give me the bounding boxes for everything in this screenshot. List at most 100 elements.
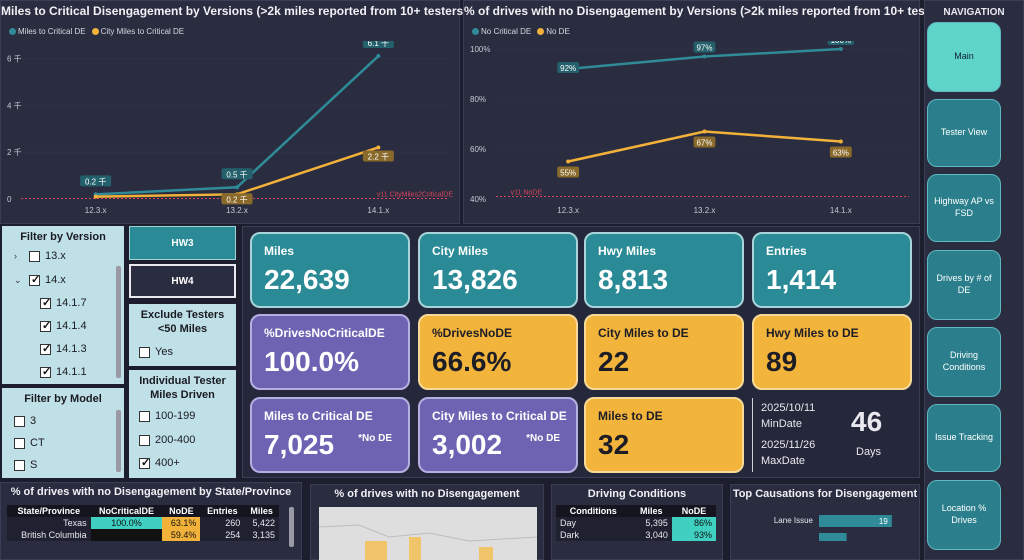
- column-header[interactable]: Miles: [639, 506, 663, 516]
- legend-item[interactable]: No DE: [537, 27, 570, 36]
- checkbox[interactable]: [29, 250, 40, 262]
- max-date-label: MaxDate: [761, 455, 806, 467]
- nav-main[interactable]: Main: [927, 22, 1001, 92]
- bar-label: Lane Issue: [774, 516, 814, 525]
- checkbox[interactable]: [40, 365, 51, 378]
- max-date: 2025/11/26: [761, 439, 816, 451]
- tester-option-200-400[interactable]: 200-400: [139, 434, 195, 446]
- column-header[interactable]: State/Province: [17, 506, 81, 516]
- version-option-1411[interactable]: 14.1.1: [40, 365, 87, 378]
- legend-item[interactable]: Miles to Critical DE: [9, 27, 86, 36]
- exclude-testers-filter: Exclude Testers <50 Miles Yes: [129, 304, 236, 366]
- filter-by-model: Filter by Model 3 CT S: [2, 388, 124, 478]
- checkbox[interactable]: [29, 273, 40, 286]
- checkbox[interactable]: [139, 456, 150, 469]
- driving-conditions-panel: Driving Conditions Conditions Miles NoDE…: [551, 484, 723, 560]
- kpi-city-miles: City Miles 13,826: [418, 232, 578, 308]
- kpi-miles-to-de: Miles to DE 32: [584, 397, 744, 473]
- data-label-bg: [362, 41, 394, 49]
- table-row[interactable]: Dark 3,040 93%: [556, 529, 716, 541]
- checkbox[interactable]: [14, 459, 25, 471]
- data-label: 0.2 千: [85, 176, 106, 186]
- column-header[interactable]: Entries: [207, 506, 238, 516]
- data-label: 0.5 千: [226, 169, 247, 179]
- x-tick-label: 13.2.x: [226, 206, 248, 215]
- table-row[interactable]: Texas 100.0% 63.1% 260 5,422: [7, 517, 279, 529]
- map-shapes: [319, 524, 537, 560]
- version-option-1417[interactable]: 14.1.7: [40, 296, 87, 309]
- min-date: 2025/10/11: [761, 402, 816, 414]
- column-header[interactable]: NoCriticalDE: [98, 506, 154, 516]
- checkbox[interactable]: [139, 346, 150, 358]
- version-option-1413[interactable]: 14.1.3: [40, 342, 87, 355]
- kpi-miles: Miles 22,639: [250, 232, 410, 308]
- model-option-s[interactable]: S: [14, 459, 37, 471]
- chevron-right-icon[interactable]: ›: [14, 251, 17, 261]
- nav-driving-conditions[interactable]: Driving Conditions: [927, 327, 1001, 397]
- days-value: 46: [851, 406, 883, 437]
- nav-location-drives[interactable]: Location % Drives: [927, 480, 1001, 550]
- nav-drives-by-de[interactable]: Drives by # of DE: [927, 250, 1001, 320]
- chevron-down-icon[interactable]: ⌄: [14, 274, 22, 285]
- kpi-pct-no-critical: %DrivesNoCriticalDE 100.0%: [250, 314, 410, 390]
- version-option-14x[interactable]: ⌄14.x: [14, 273, 66, 287]
- model-option-3[interactable]: 3: [14, 415, 36, 427]
- kpi-miles-critical: Miles to Critical DE *No DE 7,025: [250, 397, 410, 473]
- state-table-panel: % of drives with no Disengagement by Sta…: [0, 482, 302, 560]
- data-point: [702, 129, 707, 134]
- checkbox[interactable]: [40, 342, 51, 355]
- column-header[interactable]: Miles: [250, 506, 273, 516]
- kpi-hwy-to-de: Hwy Miles to DE 89: [752, 314, 912, 390]
- checkbox[interactable]: [14, 415, 25, 427]
- exclude-option-yes[interactable]: Yes: [139, 346, 173, 358]
- data-label: 6.1 千: [368, 41, 389, 48]
- legend-item[interactable]: No Critical DE: [472, 27, 531, 36]
- map[interactable]: [319, 507, 537, 560]
- data-label: 92%: [560, 64, 576, 73]
- column-header[interactable]: NoDE: [169, 506, 194, 516]
- data-label-bg: [693, 41, 716, 53]
- bar-value: 19: [879, 517, 888, 526]
- hw3-button[interactable]: HW3: [129, 226, 236, 260]
- hw4-button[interactable]: HW4: [129, 264, 236, 298]
- data-point: [235, 185, 239, 190]
- table-row[interactable]: Day 5,395 86%: [556, 517, 716, 529]
- x-tick-label: 12.3.x: [557, 206, 579, 215]
- checkbox[interactable]: [40, 296, 51, 309]
- data-point: [702, 54, 707, 59]
- scrollbar[interactable]: [289, 507, 294, 547]
- version-option-1414[interactable]: 14.1.4: [40, 319, 87, 332]
- checkbox[interactable]: [139, 434, 150, 446]
- data-label-bg: [557, 166, 580, 178]
- kpi-entries: Entries 1,414: [752, 232, 912, 308]
- checkbox[interactable]: [14, 437, 25, 449]
- nav-highway-ap-fsd[interactable]: Highway AP vs FSD: [927, 174, 1001, 242]
- scrollbar[interactable]: [116, 266, 121, 378]
- version-option-13x[interactable]: › 13.x: [14, 250, 66, 262]
- model-option-ct[interactable]: CT: [14, 437, 45, 449]
- column-header[interactable]: Conditions: [569, 506, 617, 516]
- state-table: State/Province NoCriticalDE NoDE Entries…: [7, 505, 279, 541]
- map-title: % of drives with no Disengagement: [334, 488, 520, 500]
- tester-option-100-199[interactable]: 100-199: [139, 410, 195, 422]
- checkbox[interactable]: [40, 319, 51, 332]
- chart1-legend: Miles to Critical DE City Miles to Criti…: [9, 27, 184, 36]
- tester-option-400plus[interactable]: 400+: [139, 456, 180, 469]
- scrollbar[interactable]: [116, 410, 121, 472]
- causations-title: Top Causations for Disengagement: [732, 488, 918, 500]
- table-row[interactable]: British Columbia 59.4% 254 3,135: [7, 529, 279, 541]
- legend-item[interactable]: City Miles to Critical DE: [91, 27, 184, 36]
- nav-issue-tracking[interactable]: Issue Tracking: [927, 404, 1001, 472]
- conditions-title: Driving Conditions: [587, 488, 687, 500]
- nav-tester-view[interactable]: Tester View: [927, 99, 1001, 167]
- y-tick-label: 2 千: [7, 147, 22, 157]
- causations-chart: Lane Issue 19: [774, 515, 892, 541]
- data-label-bg: [827, 41, 855, 45]
- chart2-plot: 40% 60% 80% 100% v11 NoDE 12.3.x 13.2.x 14.1.x 9…: [470, 41, 909, 215]
- column-header[interactable]: NoDE: [681, 506, 707, 516]
- checkbox[interactable]: [139, 410, 150, 422]
- x-tick-label: 14.1.x: [830, 206, 852, 215]
- data-label-bg: [829, 146, 852, 158]
- y-tick-label: 60%: [470, 145, 486, 154]
- data-label-bg: [557, 62, 580, 73]
